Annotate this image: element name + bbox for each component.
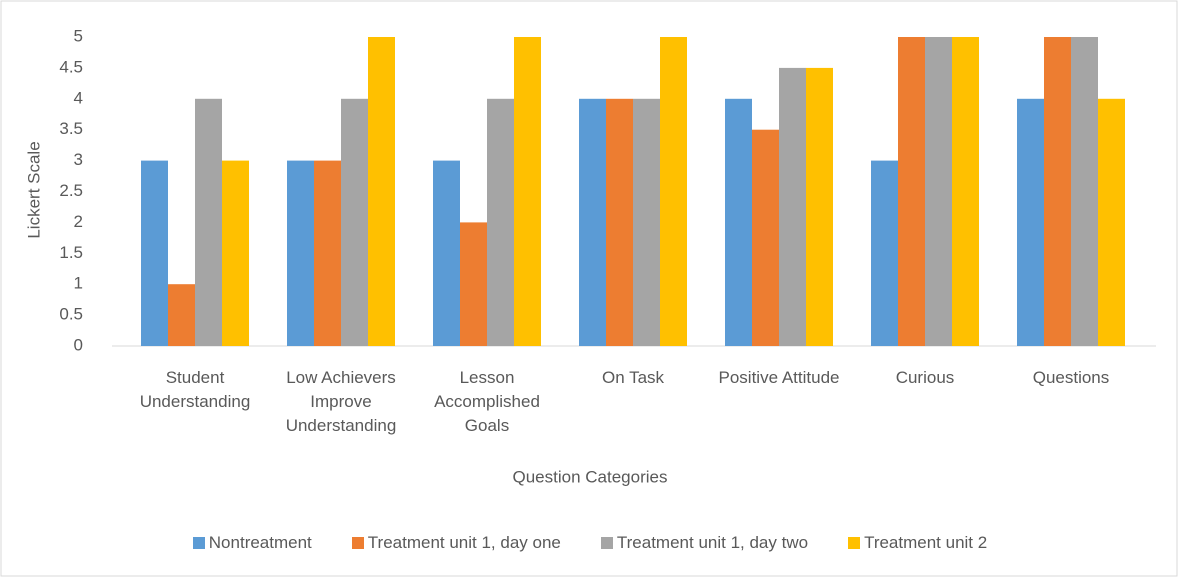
- bar: [898, 37, 925, 346]
- y-tick-label: 1.5: [59, 243, 83, 262]
- bar: [952, 37, 979, 346]
- bar: [579, 98, 606, 346]
- x-tick-label: Student Understanding: [139, 368, 251, 411]
- legend: Nontreatment Treatment unit 1, day one Tre…: [0, 533, 1180, 553]
- legend-label: Treatment unit 1, day two: [616, 533, 809, 552]
- y-tick-label: 2.5: [59, 181, 83, 200]
- legend-label: Treatment unit 2: [864, 533, 988, 552]
- bar: [871, 160, 898, 346]
- bar: [287, 160, 314, 346]
- x-tick-label: Questions: [1032, 368, 1110, 387]
- bar: [606, 98, 633, 346]
- y-tick-label: 4.5: [59, 57, 83, 76]
- bar: [141, 160, 168, 346]
- bar: [806, 67, 833, 347]
- x-axis-title: Question Categories: [513, 467, 668, 486]
- bar: [1071, 37, 1098, 346]
- legend-swatch: [600, 537, 613, 549]
- bar: [168, 284, 195, 346]
- y-tick-label: 2: [74, 212, 83, 231]
- x-tick-label: Low Achievers Improve Understanding: [285, 368, 397, 435]
- bar: [725, 98, 752, 346]
- y-tick-label: 1: [74, 274, 83, 293]
- bar: [779, 67, 806, 347]
- y-tick-label: 5: [74, 26, 83, 45]
- bar: [925, 37, 952, 346]
- bar: [752, 129, 779, 346]
- bar: [514, 37, 541, 346]
- legend-swatch: [351, 537, 364, 549]
- x-tick-label: Positive Attitude: [718, 368, 840, 387]
- y-tick-label: 0.5: [59, 305, 83, 324]
- x-tick-label: Curious: [895, 368, 955, 387]
- bar: [314, 160, 341, 346]
- y-tick-label: 3: [74, 150, 83, 169]
- bar: [195, 98, 222, 346]
- bar: [368, 37, 395, 346]
- legend-swatch: [192, 537, 205, 549]
- legend-item: Treatment unit 1, day two: [600, 533, 809, 553]
- legend-item: Treatment unit 1, day one: [351, 533, 561, 553]
- bar: [1098, 98, 1125, 346]
- bar: [341, 98, 368, 346]
- bar: [660, 37, 687, 346]
- legend-label: Treatment unit 1, day one: [367, 533, 561, 552]
- legend-label: Nontreatment: [208, 533, 312, 552]
- y-tick-label: 4: [74, 88, 83, 107]
- y-tick-label: 0: [74, 335, 83, 354]
- bar: [1017, 98, 1044, 346]
- y-tick-label: 3.5: [59, 119, 83, 138]
- x-tick-label: On Task: [601, 368, 665, 387]
- bar: [487, 98, 514, 346]
- legend-item: Treatment unit 2: [848, 533, 987, 553]
- bar: [433, 160, 460, 346]
- y-axis-title: Lickert Scale: [24, 141, 43, 238]
- legend-item: Nontreatment: [192, 533, 312, 553]
- x-tick-label: Lesson Accomplished Goals: [434, 368, 540, 435]
- bar: [222, 160, 249, 346]
- bar: [1044, 37, 1071, 346]
- bar: [460, 222, 487, 346]
- bar: [633, 98, 660, 346]
- legend-swatch: [848, 537, 861, 549]
